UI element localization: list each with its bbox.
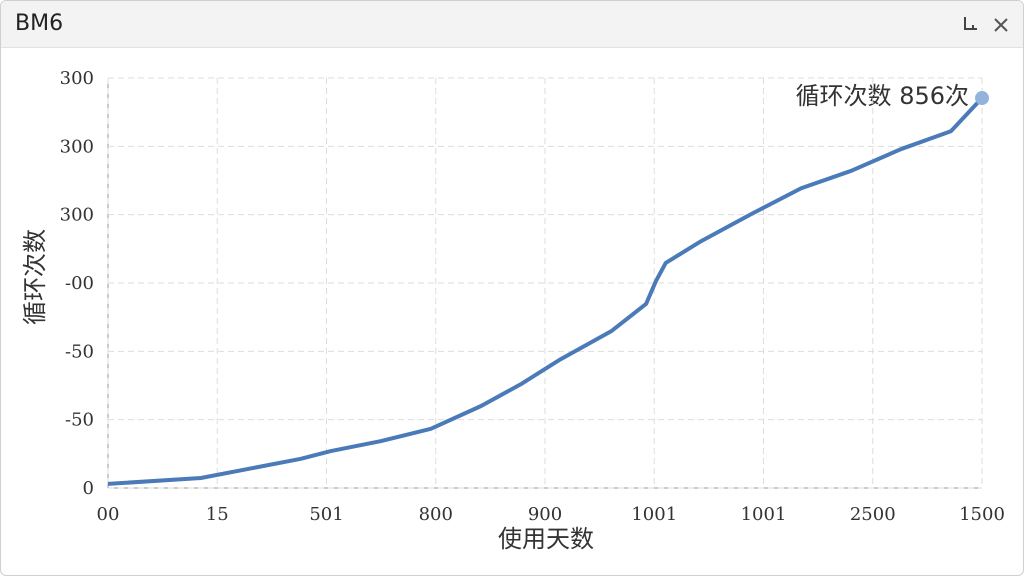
y-tick-label: 300: [60, 68, 94, 89]
y-tick-label: 300: [60, 205, 94, 226]
x-tick-label: 00: [97, 504, 120, 525]
x-tick-label: 900: [528, 504, 562, 525]
end-marker: [975, 91, 989, 106]
chart: 循环次数 使用天数 循环次数 856次 0 -50 -50 -00 300 300 300 0…: [21, 68, 1005, 553]
x-tick-label: 800: [419, 504, 453, 525]
restore-icon[interactable]: [964, 17, 977, 30]
y-tick-label: -50: [65, 341, 94, 362]
x-axis-label: 使用天数: [498, 525, 594, 553]
x-tick-label: 501: [309, 504, 343, 525]
x-tick-label: 2500: [850, 504, 896, 525]
x-tick-label: 1001: [741, 504, 787, 525]
x-tick-label: 1001: [631, 504, 677, 525]
window-title: BM6: [15, 11, 64, 36]
y-tick-label: 0: [83, 478, 94, 499]
y-tick-label: -50: [65, 410, 94, 431]
line: [107, 96, 984, 486]
x-tick-label: 15: [206, 504, 229, 525]
window-controls: [964, 17, 1008, 32]
y-axis-label: 循环次数: [21, 229, 49, 325]
close-icon[interactable]: [994, 18, 1008, 32]
y-tick-label: 300: [60, 136, 94, 157]
x-tick-label: 1500: [959, 504, 1005, 525]
y-tick-label: -00: [65, 273, 94, 294]
title-bar: BM6: [1, 1, 1023, 48]
annotation: 循环次数 856次: [796, 82, 969, 110]
